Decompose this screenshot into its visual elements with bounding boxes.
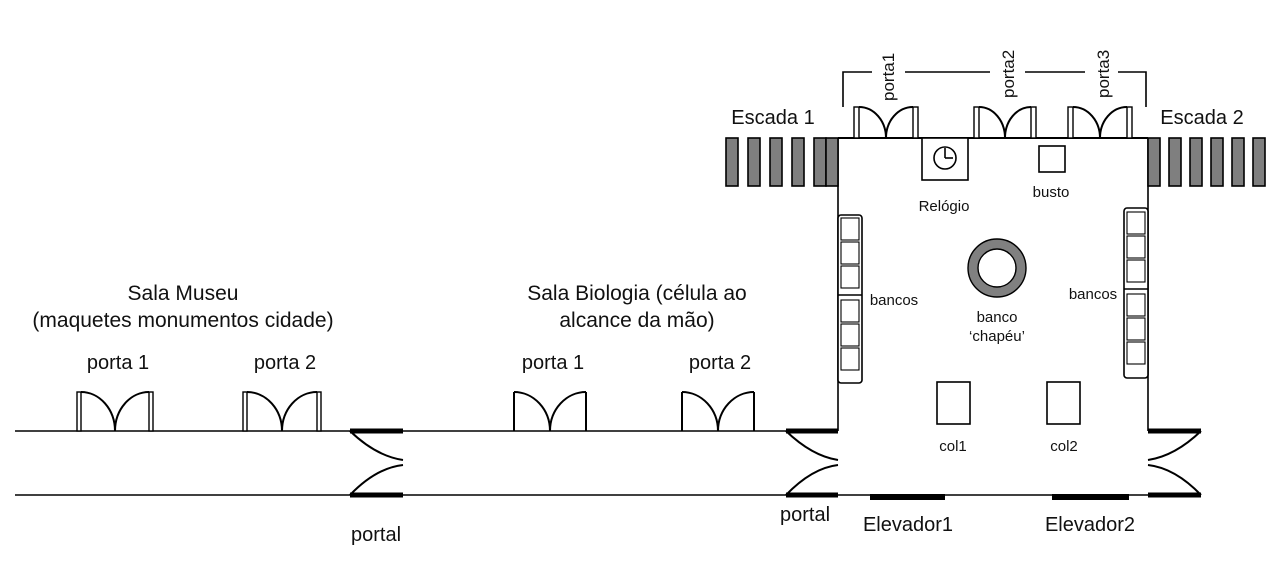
- portal-1-label: portal: [351, 524, 401, 546]
- bancos-right: [1123, 207, 1149, 379]
- escada-2-label: Escada 2: [1160, 107, 1243, 129]
- sala-biologia-title: Sala Biologia (célula ao: [527, 282, 746, 305]
- bancos-right-label: bancos: [1069, 286, 1117, 303]
- top-door-3[interactable]: [1067, 106, 1133, 139]
- top-door-2[interactable]: [973, 106, 1037, 139]
- banco-label: banco: [977, 309, 1018, 326]
- col1-box: [936, 381, 971, 425]
- top-porta2-label: porta2: [999, 50, 1018, 98]
- relogio-label: Relógio: [919, 198, 970, 215]
- portal-1[interactable]: [349, 428, 404, 498]
- top-porta1-label: porta1: [879, 53, 898, 101]
- top-porta3-label: porta3: [1094, 50, 1113, 98]
- top-doors-bracket: [842, 71, 1147, 107]
- bio-door-2[interactable]: [681, 391, 755, 432]
- sala-biologia-subtitle: alcance da mão): [559, 309, 714, 332]
- col1-label: col1: [939, 438, 967, 455]
- escada-1-label: Escada 1: [731, 107, 814, 129]
- col2-box: [1046, 381, 1081, 425]
- bancos-left-label: bancos: [870, 292, 918, 309]
- escada-2-stairs[interactable]: [1147, 137, 1266, 187]
- top-door-1[interactable]: [853, 106, 919, 139]
- museu-porta-1-label: porta 1: [87, 352, 149, 374]
- banco-chapeu-ring: [967, 238, 1027, 298]
- busto-box: [1038, 145, 1066, 173]
- escada-1-stairs[interactable]: [725, 137, 839, 187]
- busto-label: busto: [1033, 184, 1070, 201]
- bio-door-1[interactable]: [513, 391, 587, 432]
- sala-museu-title: Sala Museu: [128, 282, 239, 305]
- bio-porta-1-label: porta 1: [522, 352, 584, 374]
- elevador-1-label: Elevador1: [863, 514, 953, 536]
- bio-porta-2-label: porta 2: [689, 352, 751, 374]
- museu-door-2[interactable]: [242, 391, 322, 432]
- elevador-2-label: Elevador2: [1045, 514, 1135, 536]
- relogio-clock: [921, 137, 969, 181]
- col2-label: col2: [1050, 438, 1078, 455]
- chapeu-label: ‘chapéu’: [969, 328, 1025, 345]
- museu-door-1[interactable]: [76, 391, 154, 432]
- portal-3[interactable]: [1147, 428, 1202, 498]
- bancos-left: [837, 214, 863, 384]
- museu-porta-2-label: porta 2: [254, 352, 316, 374]
- portal-2[interactable]: [785, 428, 839, 498]
- sala-museu-subtitle: (maquetes monumentos cidade): [32, 309, 333, 332]
- portal-2-label: portal: [780, 504, 830, 526]
